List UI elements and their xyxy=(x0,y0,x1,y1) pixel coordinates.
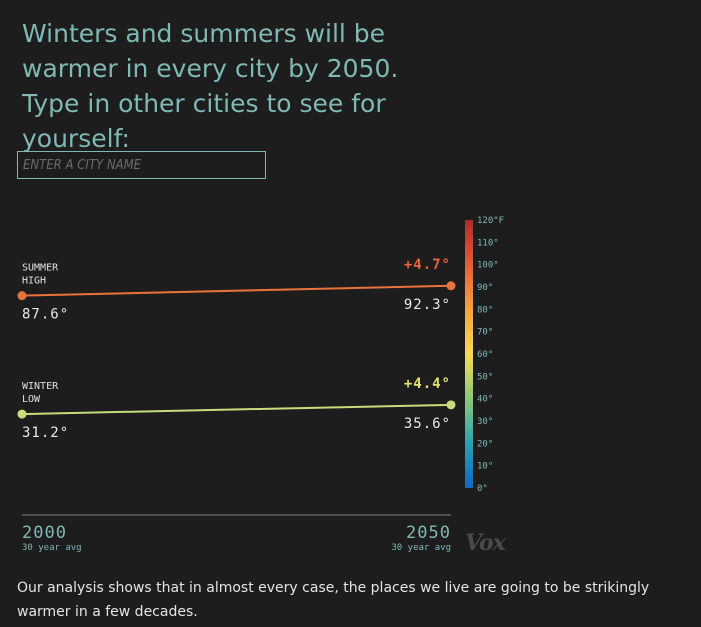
x-tick-label: 2050 xyxy=(406,523,451,543)
vox-logo: Vox xyxy=(465,530,508,555)
series-name-label: LOW xyxy=(22,394,41,405)
series-line xyxy=(21,284,452,297)
series-name-label: WINTER xyxy=(22,381,59,392)
data-point-end xyxy=(446,281,456,291)
svg-text:Vox: Vox xyxy=(465,530,507,555)
series-winter-low: WINTER LOW 31.2° 35.6° +4.4° xyxy=(17,376,456,441)
start-value-label: 31.2° xyxy=(22,425,69,441)
scale-tick-label: 120°F xyxy=(477,216,504,226)
data-point-start xyxy=(17,409,27,419)
end-value-label: 92.3° xyxy=(404,297,451,313)
x-tick-sublabel: 30 year avg xyxy=(22,543,82,553)
analysis-paragraph: Our analysis shows that in almost every … xyxy=(17,580,650,620)
city-search-input[interactable] xyxy=(17,151,266,179)
scale-tick-label: 110° xyxy=(477,238,499,248)
data-point-end xyxy=(446,400,456,410)
scale-tick-label: 0° xyxy=(477,484,488,494)
color-scale-bar xyxy=(465,220,473,488)
series-name-label: HIGH xyxy=(22,276,46,287)
scale-tick-label: 100° xyxy=(477,261,499,271)
series-line xyxy=(21,403,452,416)
scale-tick-label: 10° xyxy=(477,462,493,472)
scale-tick-label: 70° xyxy=(477,328,493,338)
scale-tick-label: 60° xyxy=(477,350,493,360)
scale-tick-label: 90° xyxy=(477,283,493,293)
scale-tick-label: 30° xyxy=(477,417,493,427)
series-name-label: SUMMER xyxy=(22,263,59,274)
x-tick-sublabel: 30 year avg xyxy=(391,543,451,553)
x-tick-label: 2000 xyxy=(22,523,67,543)
scale-tick-label: 80° xyxy=(477,305,493,315)
scale-tick-label: 20° xyxy=(477,439,493,449)
temperature-chart: SUMMER HIGH 87.6° 92.3° +4.7° WINTER LOW 31.2° 3… xyxy=(17,216,504,553)
change-label: +4.4° xyxy=(404,376,451,392)
headline: Winters and summers will be warmer in ev… xyxy=(22,19,399,153)
scale-tick-label: 40° xyxy=(477,395,493,405)
scale-tick-label: 50° xyxy=(477,372,493,382)
data-point-start xyxy=(17,291,27,301)
end-value-label: 35.6° xyxy=(404,416,451,432)
change-label: +4.7° xyxy=(404,257,451,273)
start-value-label: 87.6° xyxy=(22,307,69,323)
series-summer-high: SUMMER HIGH 87.6° 92.3° +4.7° xyxy=(17,257,456,323)
